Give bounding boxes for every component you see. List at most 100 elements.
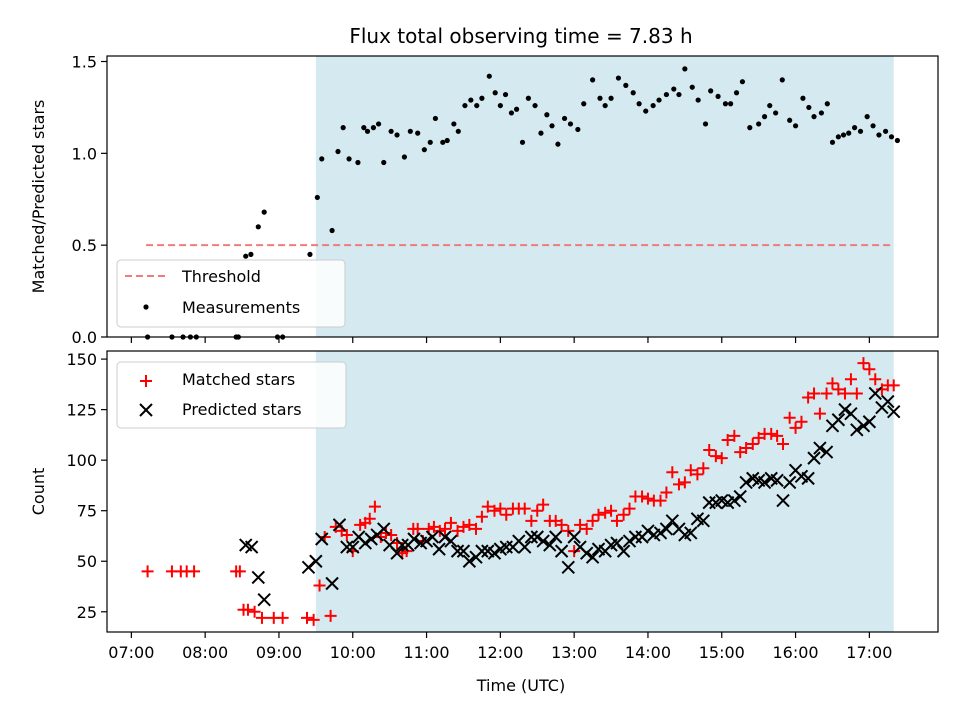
matched-stars-point: [363, 512, 376, 525]
matched-stars-point: [709, 450, 722, 463]
measurement-point: [486, 73, 492, 79]
predicted-stars-point: [419, 534, 434, 548]
measurement-point: [824, 101, 830, 107]
measurement-point: [818, 110, 824, 116]
measurement-point: [307, 251, 313, 257]
matched-stars-point: [728, 429, 741, 442]
measurement-point: [502, 91, 509, 98]
predicted-stars-point: [622, 534, 637, 548]
measurement-point: [361, 125, 367, 131]
measurement-point: [346, 156, 352, 162]
matched-stars-point: [488, 504, 501, 517]
matched-stars-point: [568, 545, 581, 558]
measurement-point: [597, 95, 603, 101]
predicted-stars-point: [733, 489, 747, 504]
count-legend: Matched stars Predicted stars: [116, 361, 347, 429]
matched-stars-point: [470, 522, 483, 535]
predicted-stars-point: [850, 423, 864, 437]
predicted-stars-point: [549, 530, 563, 544]
predicted-stars-point: [641, 524, 655, 538]
x-tick-label: 17:00: [846, 643, 892, 662]
ratio-axes-frame: [106, 55, 939, 338]
matched-stars-point: [771, 429, 784, 442]
predicted-stars-point: [530, 530, 544, 544]
matched-stars-point: [795, 415, 808, 428]
measurement-point: [728, 101, 734, 107]
matched-stars-point: [641, 492, 654, 505]
matched-stars-point: [411, 522, 424, 535]
x-axis-label: Time (UTC): [476, 676, 565, 695]
measurement-point: [525, 95, 532, 101]
matched-stars-point: [844, 373, 857, 386]
predicted-stars-point: [450, 544, 465, 558]
measurement-point: [432, 115, 439, 122]
predicted-stars-point: [757, 475, 772, 490]
ratio-legend: Threshold Measurements: [116, 259, 346, 328]
matched-stars-point: [777, 437, 790, 450]
measurement-point: [756, 121, 762, 127]
matched-stars-point: [481, 500, 494, 513]
y-tick-label: 125: [66, 401, 97, 420]
matched-stars-point: [789, 421, 802, 434]
matched-stars-point: [276, 611, 289, 624]
matched-stars-point: [610, 514, 623, 527]
measurement-point: [888, 134, 895, 140]
matched-stars-point: [457, 520, 470, 533]
predicted-stars-point: [807, 451, 821, 465]
predicted-stars-point: [444, 534, 458, 548]
legend-matched-stars-label: Matched stars: [182, 370, 295, 389]
matched-stars-point: [666, 466, 679, 479]
observing-window-shade-top: [315, 56, 894, 337]
predicted-stars-point: [340, 540, 354, 554]
x-tick-label: 14:00: [625, 643, 671, 662]
x-tick-label: 09:00: [256, 643, 302, 662]
predicted-stars-point: [309, 554, 323, 568]
predicted-stars-point: [727, 493, 742, 508]
measurement-point: [715, 93, 721, 100]
matched-stars-point: [660, 486, 673, 499]
measurement-point: [864, 114, 870, 120]
measurement-point: [401, 154, 408, 160]
matched-stars-point: [313, 579, 326, 592]
count-axes-frame: [106, 350, 939, 633]
measurement-point: [682, 66, 688, 72]
count-y-axis-label: Count: [29, 468, 48, 516]
measurement-point: [663, 91, 670, 98]
predicted-stars-point: [844, 406, 858, 421]
matched-stars-point: [248, 605, 261, 618]
measurement-point: [650, 102, 656, 109]
measurement-point: [708, 88, 714, 94]
measurement-point: [846, 130, 852, 136]
matched-stars-point: [691, 468, 704, 481]
y-tick-label: 50: [77, 552, 97, 571]
predicted-stars-point: [325, 576, 339, 591]
matched-stars-point: [494, 502, 507, 515]
measurement-point: [761, 114, 768, 120]
ratio-panel: 0.0 0.5 1.0 1.5 Matched/Predicted stars Thr…: [29, 53, 939, 347]
predicted-stars-point: [881, 394, 895, 409]
predicted-stars-point: [358, 536, 373, 550]
predicted-stars-point: [616, 544, 631, 558]
y-tick-label: 75: [77, 502, 97, 521]
measurement-point: [733, 90, 740, 96]
legend-predicted-stars-label: Predicted stars: [182, 400, 302, 419]
x-tick-label: 16:00: [773, 643, 819, 662]
measurement-point: [314, 194, 320, 201]
matched-stars-legend-swatch: [140, 375, 152, 387]
observing-window-shade-bottom: [315, 351, 894, 632]
measurement-point: [248, 251, 254, 257]
matched-stars-point: [385, 528, 398, 541]
measurement-point: [519, 139, 526, 145]
y-tick-label: 25: [77, 603, 97, 622]
measurement-point: [835, 134, 841, 140]
measurement-point: [567, 121, 574, 127]
legend-measurements-label: Measurements: [182, 298, 300, 317]
matched-stars-point: [241, 603, 254, 616]
chart-title: Flux total observing time = 7.83 h: [349, 24, 692, 48]
matched-stars-point: [857, 357, 870, 370]
measurement-point: [643, 108, 649, 114]
matched-stars-point: [746, 437, 759, 450]
matched-stars-point: [255, 611, 268, 624]
matched-stars-point: [715, 452, 728, 465]
predicted-stars-point: [315, 532, 329, 546]
